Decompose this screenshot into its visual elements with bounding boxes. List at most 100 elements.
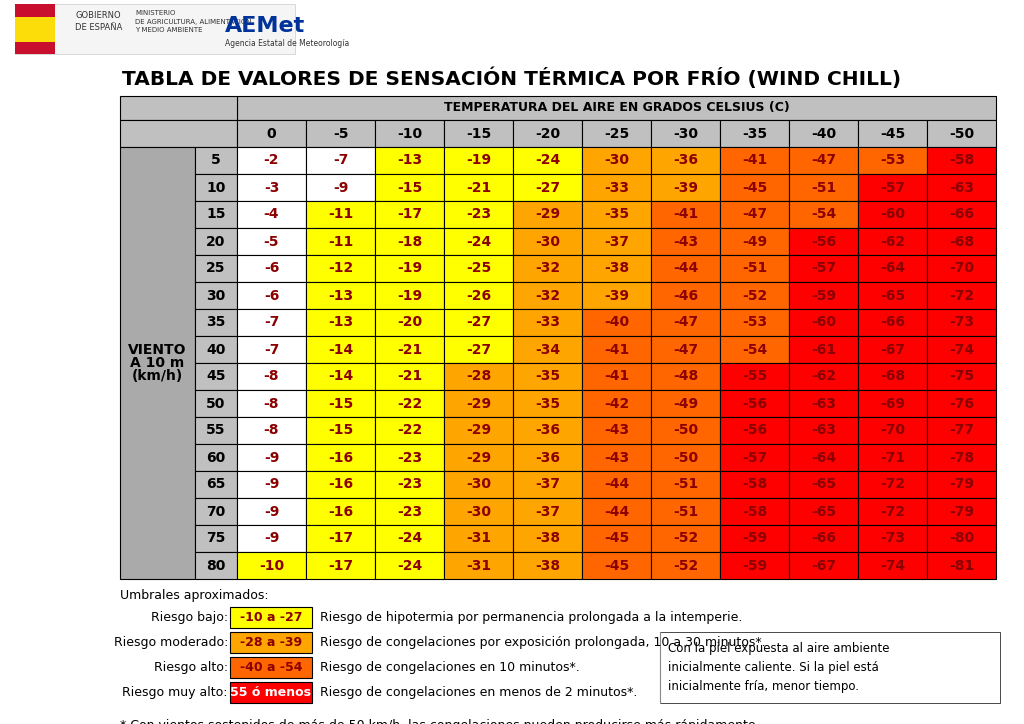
Text: -24: -24: [466, 235, 492, 248]
Bar: [790, 120, 858, 147]
Bar: [375, 147, 444, 174]
Text: -80: -80: [949, 531, 974, 545]
Bar: [927, 201, 996, 228]
Bar: [375, 444, 444, 471]
Text: -40 a -54: -40 a -54: [240, 661, 302, 674]
Text: -41: -41: [741, 153, 767, 167]
Text: -7: -7: [333, 153, 348, 167]
Bar: [237, 444, 306, 471]
Text: -8: -8: [264, 369, 280, 384]
Text: -57: -57: [811, 261, 836, 276]
Bar: [306, 174, 375, 201]
Bar: [513, 552, 582, 579]
Bar: [15, 4, 295, 54]
Bar: [375, 336, 444, 363]
Bar: [306, 255, 375, 282]
Text: -18: -18: [397, 235, 422, 248]
Bar: [513, 525, 582, 552]
Text: -19: -19: [397, 288, 422, 303]
Bar: [790, 552, 858, 579]
Text: -58: -58: [949, 153, 974, 167]
Text: -81: -81: [949, 558, 974, 573]
Bar: [858, 120, 927, 147]
Bar: [444, 417, 513, 444]
Bar: [237, 255, 306, 282]
Text: -3: -3: [264, 180, 280, 195]
Text: -47: -47: [742, 208, 767, 222]
Bar: [790, 363, 858, 390]
Bar: [237, 417, 306, 444]
Text: -29: -29: [466, 397, 492, 411]
Bar: [858, 552, 927, 579]
Text: -64: -64: [880, 261, 905, 276]
Bar: [720, 336, 790, 363]
Bar: [306, 363, 375, 390]
Bar: [444, 552, 513, 579]
Text: 70: 70: [207, 505, 225, 518]
Bar: [582, 120, 651, 147]
Bar: [858, 390, 927, 417]
Text: 45: 45: [206, 369, 225, 384]
Bar: [858, 417, 927, 444]
Text: (km/h): (km/h): [132, 369, 183, 383]
Bar: [720, 552, 790, 579]
Text: 10: 10: [206, 180, 225, 195]
Text: -9: -9: [264, 478, 280, 492]
Text: -72: -72: [880, 505, 905, 518]
Bar: [513, 390, 582, 417]
Text: -24: -24: [535, 153, 560, 167]
Text: -54: -54: [811, 208, 837, 222]
Text: -60: -60: [880, 208, 905, 222]
Text: -73: -73: [880, 531, 905, 545]
Bar: [651, 363, 720, 390]
Text: -9: -9: [264, 505, 280, 518]
Bar: [237, 525, 306, 552]
Bar: [582, 282, 651, 309]
Bar: [237, 336, 306, 363]
Bar: [230, 632, 312, 653]
Text: -45: -45: [604, 531, 629, 545]
Bar: [306, 498, 375, 525]
Bar: [444, 147, 513, 174]
Bar: [237, 471, 306, 498]
Bar: [582, 309, 651, 336]
Text: -27: -27: [535, 180, 560, 195]
Bar: [444, 471, 513, 498]
Text: -38: -38: [535, 531, 560, 545]
Bar: [720, 201, 790, 228]
Bar: [927, 228, 996, 255]
Bar: [375, 390, 444, 417]
Bar: [237, 201, 306, 228]
Bar: [651, 282, 720, 309]
Text: -59: -59: [742, 558, 767, 573]
Bar: [513, 120, 582, 147]
Bar: [858, 309, 927, 336]
Text: 60: 60: [207, 450, 225, 465]
Text: * Con vientos sostenidos de más de 50 km/h, las congelaciones pueden producirse : * Con vientos sostenidos de más de 50 km…: [120, 719, 760, 724]
Text: -36: -36: [535, 424, 560, 437]
Text: -43: -43: [673, 235, 698, 248]
Text: -52: -52: [673, 558, 698, 573]
Text: Riesgo alto:: Riesgo alto:: [154, 661, 228, 674]
Bar: [237, 228, 306, 255]
Text: -72: -72: [880, 478, 905, 492]
Text: -23: -23: [397, 450, 422, 465]
Text: -67: -67: [880, 342, 905, 356]
Bar: [195, 417, 237, 444]
Bar: [375, 471, 444, 498]
Text: -6: -6: [264, 288, 280, 303]
Bar: [195, 525, 237, 552]
Bar: [306, 201, 375, 228]
Text: -33: -33: [604, 180, 629, 195]
Text: -59: -59: [811, 288, 836, 303]
Bar: [513, 282, 582, 309]
Text: -34: -34: [535, 342, 560, 356]
Bar: [858, 363, 927, 390]
Bar: [582, 255, 651, 282]
Text: 80: 80: [206, 558, 225, 573]
Bar: [237, 363, 306, 390]
Bar: [306, 471, 375, 498]
Text: -6: -6: [264, 261, 280, 276]
Bar: [513, 444, 582, 471]
Text: -44: -44: [604, 505, 629, 518]
